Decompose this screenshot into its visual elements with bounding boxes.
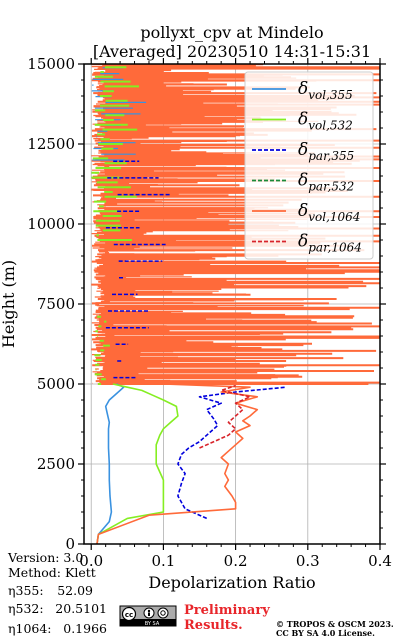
version-text: Version: 3.0 bbox=[7, 550, 83, 565]
cc-badge-strip bbox=[120, 619, 176, 626]
eta355-label: η355: bbox=[8, 583, 44, 598]
vol532-noise bbox=[91, 66, 139, 241]
eta1064-label: η1064: bbox=[8, 621, 52, 636]
copyright-line-2: CC BY SA 4.0 License. bbox=[276, 628, 375, 638]
chart-title: pollyxt_cpv at Mindelo bbox=[140, 23, 323, 42]
par355-noise bbox=[105, 160, 171, 379]
series-line-0 bbox=[96, 383, 125, 544]
x-tick-label: 0.2 bbox=[224, 552, 248, 570]
preliminary-line-1: Preliminary bbox=[184, 603, 270, 618]
y-tick-label: 7500 bbox=[37, 295, 75, 313]
x-tick-label: 0.4 bbox=[368, 552, 392, 570]
eta532-label: η532: bbox=[8, 601, 44, 616]
legend-label: δvol,355 bbox=[298, 79, 353, 102]
y-tick-label: 10000 bbox=[27, 215, 75, 233]
x-tick-label: 0.3 bbox=[296, 552, 320, 570]
x-tick-label: 0.1 bbox=[151, 552, 175, 570]
legend-label: δpar,355 bbox=[298, 140, 354, 163]
legend: δvol,355 δvol,532 δpar,355 δpar,532 δvol,106… bbox=[244, 71, 374, 260]
noise-profiles bbox=[91, 64, 380, 385]
eta1064-value: 0.1966 bbox=[63, 621, 107, 636]
copyright-line-1: © TROPOS & OSCM 2023. bbox=[276, 619, 394, 629]
series-layer bbox=[96, 383, 287, 544]
legend-label: δvol,1064 bbox=[298, 201, 360, 224]
method-text: Method: Klett bbox=[8, 565, 96, 580]
series-line-1 bbox=[96, 383, 179, 544]
y-tick-label: 12500 bbox=[27, 135, 75, 153]
tick-layer: 0.0 0.1 0.2 0.3 0.4 0 2500 5000 7500 10000 12500 15… bbox=[27, 55, 392, 570]
svg-text:cc: cc bbox=[125, 611, 133, 619]
y-axis-label: Height (m) bbox=[0, 260, 18, 348]
vol532-low-noise bbox=[94, 315, 110, 385]
series-line-3 bbox=[96, 383, 259, 544]
cc-icon bbox=[121, 606, 137, 622]
retrieval-info: Version: 3.0 Method: Klett η355: 52.09 η… bbox=[7, 550, 107, 636]
vol1064-noise-b bbox=[91, 66, 319, 384]
cc-license-badge: cc BY SA bbox=[119, 605, 177, 627]
eta532-value: 20.5101 bbox=[55, 601, 107, 616]
cc-badge-text: BY SA bbox=[145, 621, 160, 627]
eta355-value: 52.09 bbox=[57, 583, 93, 598]
series-line-4 bbox=[199, 384, 251, 449]
legend-label: δvol,532 bbox=[298, 110, 353, 133]
y-tick-label: 5000 bbox=[37, 375, 75, 393]
y-tick-label: 2500 bbox=[37, 455, 75, 473]
legend-label: δpar,1064 bbox=[298, 232, 362, 255]
legend-label: δpar,532 bbox=[298, 171, 354, 194]
chart-subtitle: [Averaged] 20230510 14:31-15:31 bbox=[93, 42, 371, 61]
y-tick-label: 15000 bbox=[27, 55, 75, 73]
sa-icon bbox=[157, 607, 169, 619]
x-tick-label: 0.0 bbox=[79, 552, 103, 570]
preliminary-line-2: Results. bbox=[184, 618, 243, 633]
x-axis-label: Depolarization Ratio bbox=[148, 573, 315, 592]
y-tick-label: 0 bbox=[65, 535, 75, 553]
